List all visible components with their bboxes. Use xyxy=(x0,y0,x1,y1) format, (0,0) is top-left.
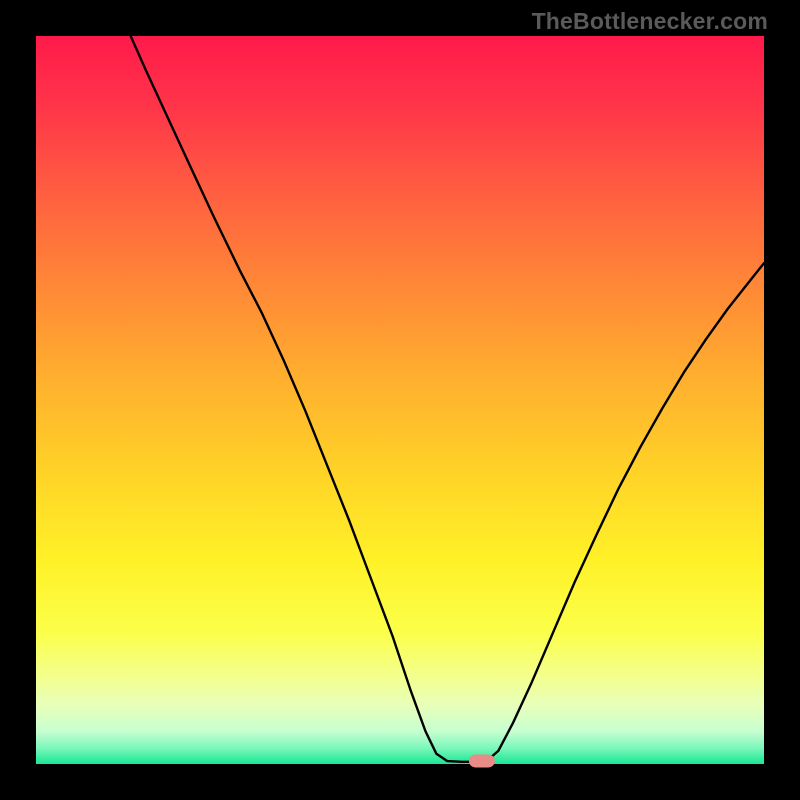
bottleneck-curve xyxy=(36,36,764,764)
watermark-text: TheBottlenecker.com xyxy=(532,8,768,35)
chart-frame: TheBottlenecker.com xyxy=(0,0,800,800)
plot-area xyxy=(36,36,764,764)
curve-path xyxy=(131,36,764,762)
optimal-zone-marker xyxy=(468,755,494,768)
